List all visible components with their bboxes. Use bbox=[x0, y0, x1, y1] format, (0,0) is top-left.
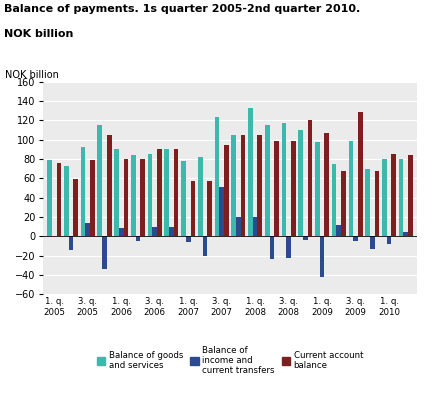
Bar bbox=[370, 236, 374, 249]
Bar bbox=[325, 133, 329, 236]
Bar bbox=[207, 181, 212, 236]
Bar bbox=[198, 157, 203, 236]
Bar bbox=[348, 141, 353, 236]
Bar bbox=[81, 146, 86, 236]
Bar bbox=[157, 149, 162, 236]
Bar bbox=[203, 236, 207, 256]
Bar bbox=[64, 166, 69, 236]
Bar bbox=[341, 171, 346, 236]
Text: Balance of payments. 1s quarter 2005-2nd quarter 2010.: Balance of payments. 1s quarter 2005-2nd… bbox=[4, 4, 360, 14]
Bar bbox=[374, 171, 379, 236]
Bar bbox=[90, 160, 95, 236]
Bar bbox=[408, 155, 413, 236]
Text: NOK billion: NOK billion bbox=[4, 29, 74, 38]
Bar bbox=[140, 159, 145, 236]
Bar bbox=[231, 135, 236, 236]
Bar bbox=[391, 154, 396, 236]
Bar bbox=[86, 223, 90, 236]
Bar bbox=[181, 161, 186, 236]
Bar bbox=[107, 135, 112, 236]
Bar bbox=[164, 149, 169, 236]
Text: NOK billion: NOK billion bbox=[5, 70, 59, 80]
Bar bbox=[119, 228, 124, 236]
Bar bbox=[148, 154, 153, 236]
Bar bbox=[387, 236, 391, 244]
Bar bbox=[315, 142, 320, 236]
Bar bbox=[353, 236, 358, 241]
Bar bbox=[298, 130, 303, 236]
Bar bbox=[257, 135, 262, 236]
Bar bbox=[399, 159, 403, 236]
Bar bbox=[308, 121, 312, 236]
Bar bbox=[282, 124, 286, 236]
Bar bbox=[332, 164, 337, 236]
Bar bbox=[248, 108, 253, 236]
Bar bbox=[270, 236, 274, 259]
Bar bbox=[265, 125, 270, 236]
Bar bbox=[219, 187, 224, 236]
Bar bbox=[114, 149, 119, 236]
Bar bbox=[73, 180, 78, 236]
Bar bbox=[253, 217, 257, 236]
Bar bbox=[337, 225, 341, 236]
Bar bbox=[241, 135, 245, 236]
Bar bbox=[131, 155, 135, 236]
Bar bbox=[57, 163, 61, 236]
Bar bbox=[102, 236, 107, 270]
Bar bbox=[286, 236, 291, 258]
Bar bbox=[47, 160, 52, 236]
Bar bbox=[169, 227, 174, 236]
Bar bbox=[190, 181, 195, 236]
Bar bbox=[69, 236, 73, 250]
Bar bbox=[124, 159, 128, 236]
Bar bbox=[153, 227, 157, 236]
Bar bbox=[303, 236, 308, 240]
Bar bbox=[174, 149, 178, 236]
Bar bbox=[236, 217, 241, 236]
Legend: Balance of goods
and services, Balance of
income and
current transfers, Current : Balance of goods and services, Balance o… bbox=[97, 346, 363, 375]
Bar bbox=[98, 125, 102, 236]
Bar bbox=[291, 141, 296, 236]
Bar bbox=[403, 231, 408, 236]
Bar bbox=[365, 169, 370, 236]
Bar bbox=[382, 159, 387, 236]
Bar bbox=[224, 145, 229, 236]
Bar bbox=[320, 236, 325, 277]
Bar bbox=[358, 112, 363, 236]
Bar bbox=[186, 236, 190, 242]
Bar bbox=[274, 141, 279, 236]
Bar bbox=[215, 117, 219, 236]
Bar bbox=[135, 236, 140, 241]
